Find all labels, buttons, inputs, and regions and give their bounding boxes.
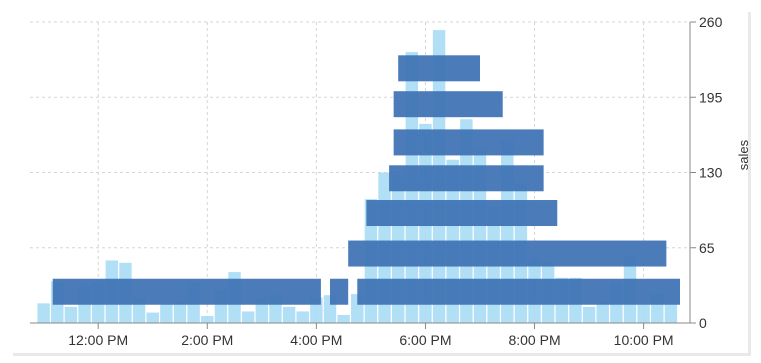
x-tick-label: 4:00 PM — [290, 332, 342, 348]
x-tick-label: 10:00 PM — [614, 332, 674, 348]
fine-bar — [637, 304, 650, 323]
fine-bar — [201, 316, 214, 323]
fine-bar — [296, 311, 309, 323]
fine-bar — [337, 314, 350, 323]
fine-bar — [582, 306, 596, 323]
fine-bar — [37, 303, 50, 323]
hourly-bar — [393, 91, 503, 118]
hourly-bar — [366, 200, 558, 227]
hourly-bar — [393, 129, 544, 156]
fine-bar — [664, 304, 678, 323]
fine-bar — [160, 303, 173, 323]
hourly-bar — [52, 278, 321, 305]
fine-bar — [173, 302, 187, 323]
fine-bar — [64, 306, 78, 323]
hourly-bar — [348, 240, 667, 267]
fine-bar — [146, 312, 159, 323]
hourly-bar — [357, 278, 680, 305]
hourly-bar — [389, 165, 544, 192]
y-tick-label: 260 — [699, 14, 723, 30]
fine-bar — [596, 302, 609, 323]
tick-labels: 0 65 130 195 260 12:00 PM 2:00 PM 4:00 PM 6:00 P… — [68, 14, 751, 348]
hourly-bar — [398, 55, 480, 82]
y-tick-label: 130 — [699, 165, 723, 181]
y-tick-label: 0 — [699, 315, 707, 331]
hourly-bar — [330, 278, 349, 305]
y-axis-title: sales — [736, 139, 751, 170]
fine-bar — [241, 311, 255, 323]
x-tick-label: 8:00 PM — [508, 332, 560, 348]
fine-bar — [282, 306, 296, 323]
axes — [30, 21, 696, 329]
y-tick-label: 65 — [699, 240, 715, 256]
y-tick-label: 195 — [699, 89, 723, 105]
x-tick-label: 2:00 PM — [181, 332, 233, 348]
hourly-bars — [52, 55, 680, 305]
x-tick-label: 6:00 PM — [399, 332, 451, 348]
x-tick-label: 12:00 PM — [68, 332, 128, 348]
